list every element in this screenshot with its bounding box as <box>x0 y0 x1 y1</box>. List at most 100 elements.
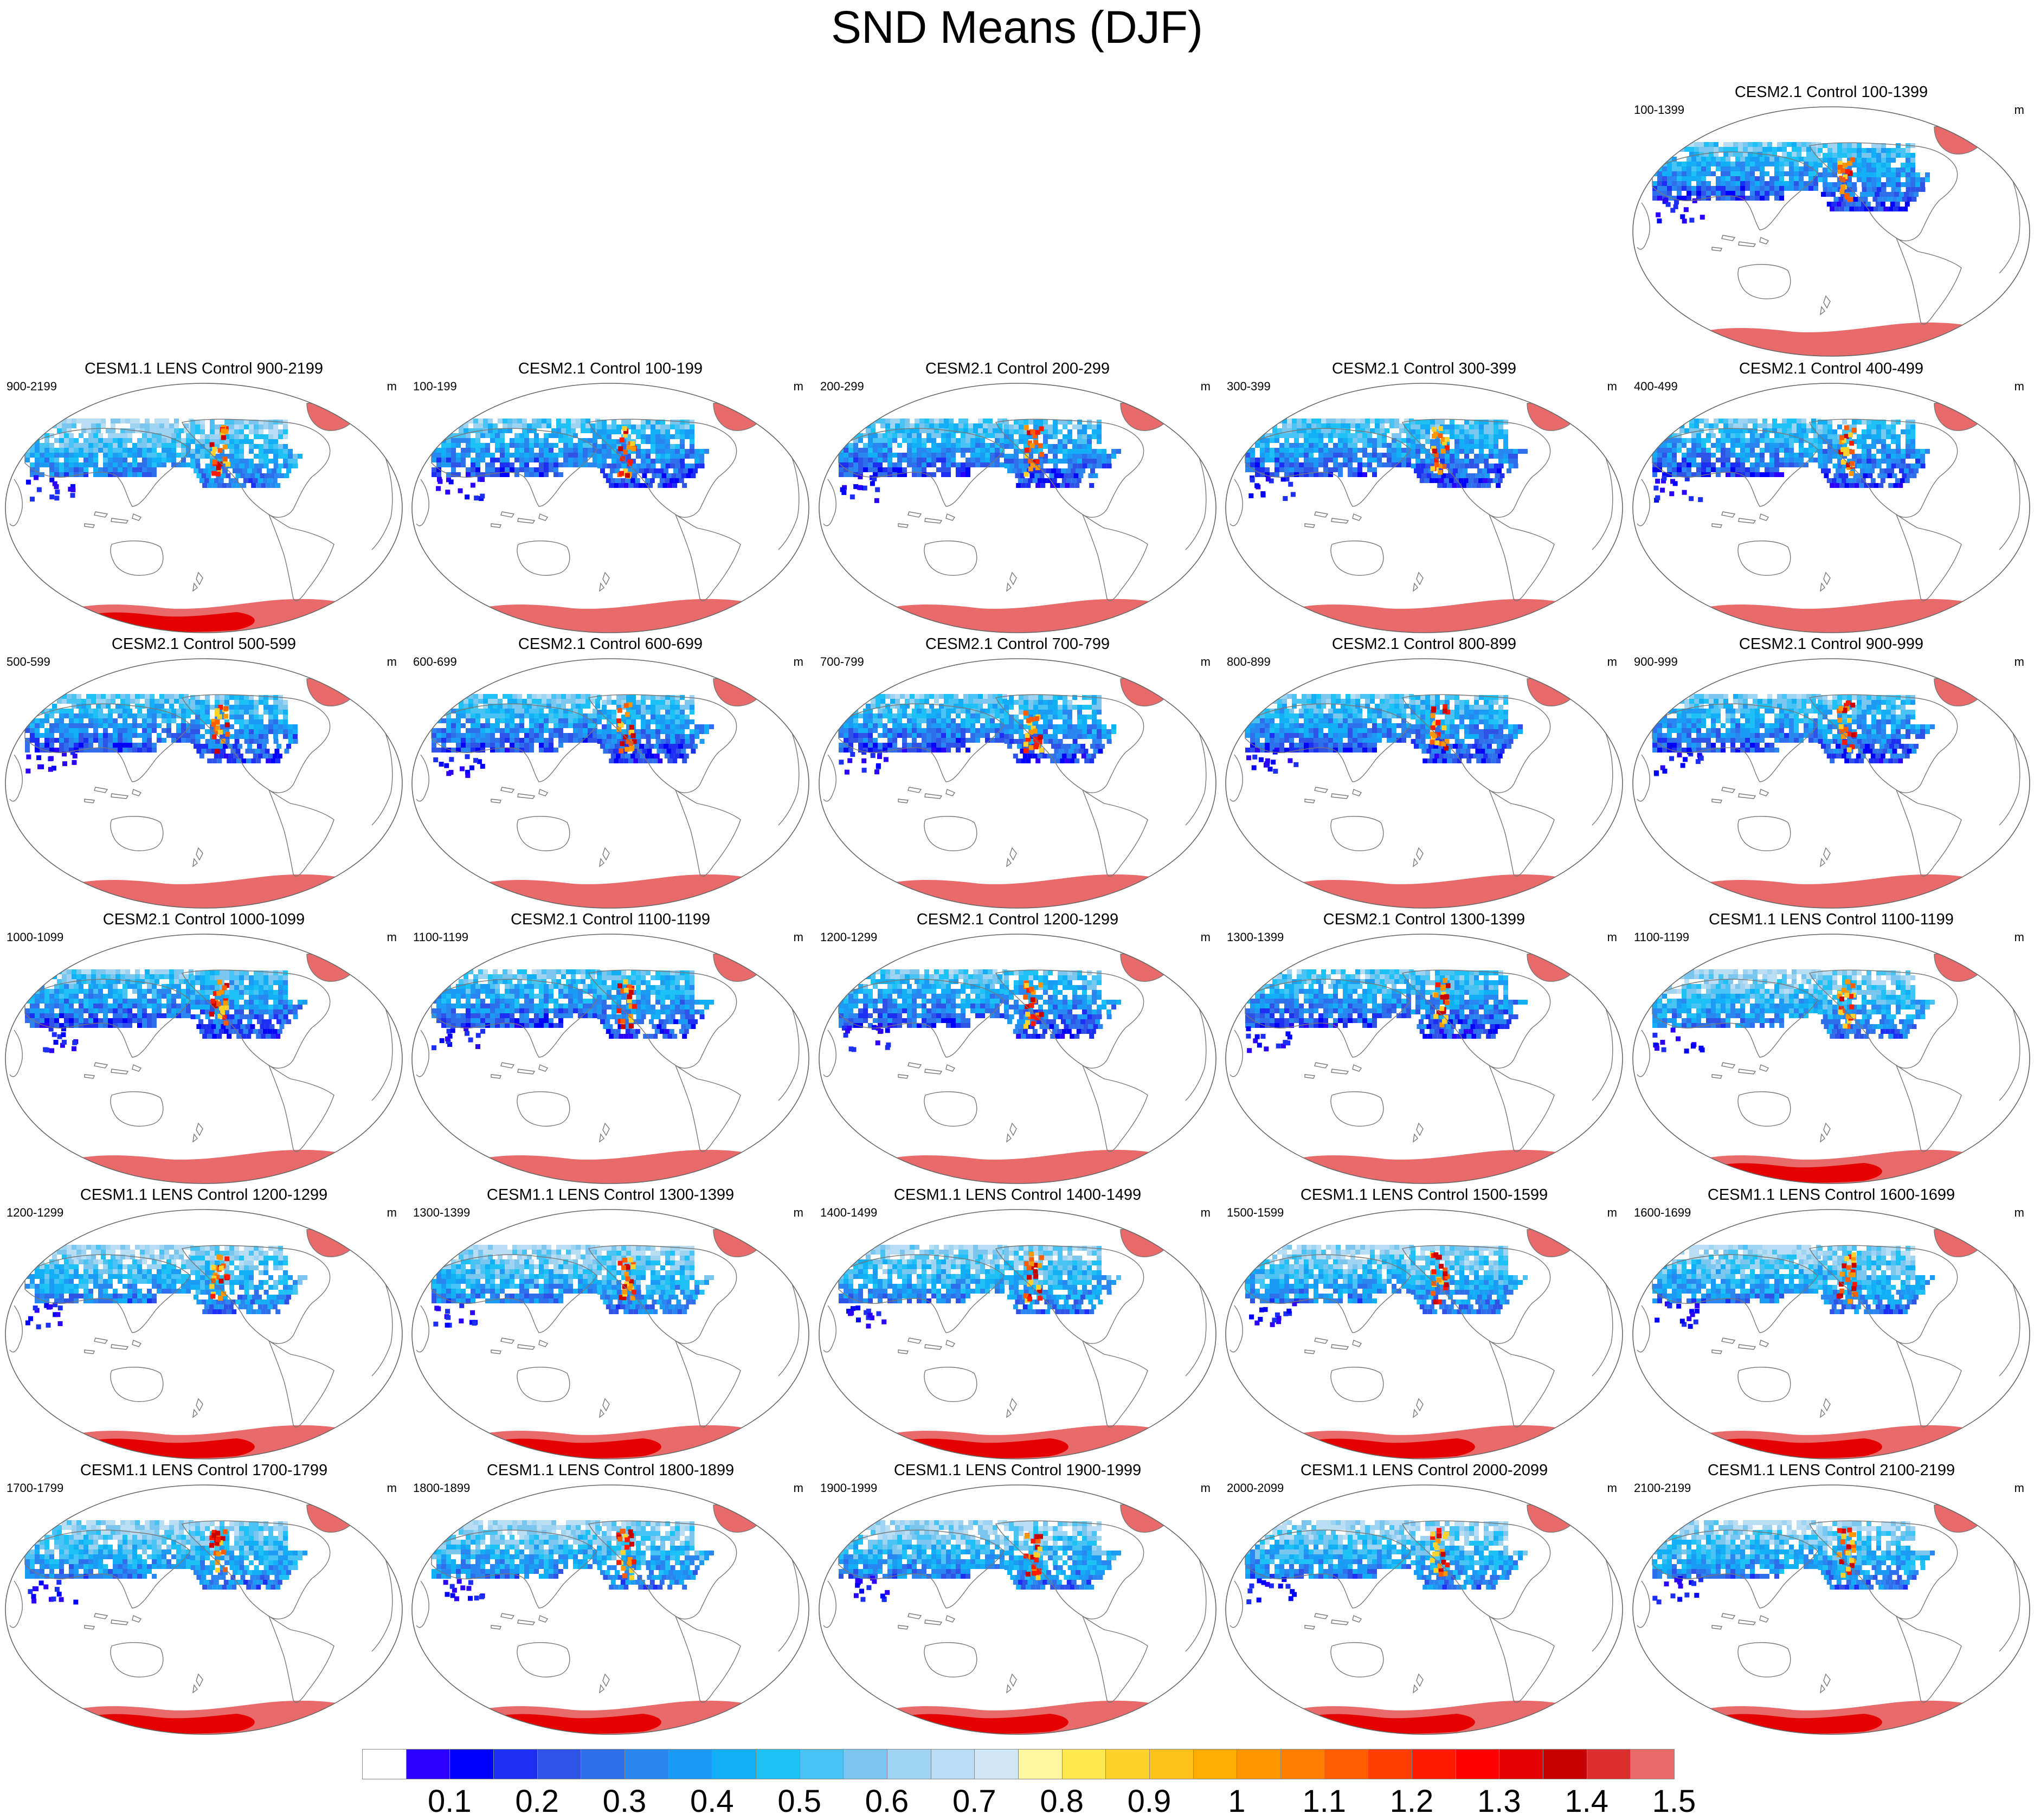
snow-cell <box>485 462 490 467</box>
snow-cell <box>1667 191 1672 196</box>
snow-cell <box>1706 162 1711 166</box>
snow-cell <box>985 433 990 438</box>
snow-cell <box>1401 438 1406 443</box>
snow-cell <box>1846 202 1851 207</box>
snow-cell <box>534 438 539 443</box>
snow-cell <box>1092 449 1097 454</box>
snow-cell <box>566 423 571 428</box>
snow-cell <box>91 694 96 699</box>
snow-cell <box>602 715 607 719</box>
snow-cell <box>853 467 858 472</box>
snow-cell <box>137 748 142 753</box>
snow-cell <box>1750 196 1755 201</box>
snow-cell <box>563 718 568 723</box>
snow-cell <box>479 496 484 501</box>
snow-cell <box>229 434 234 439</box>
snow-cell <box>1891 148 1896 153</box>
snow-cell <box>1774 157 1779 162</box>
snow-cell <box>1906 464 1911 468</box>
snow-cell <box>612 459 616 464</box>
snow-cell <box>1430 464 1436 468</box>
snow-cell <box>1838 197 1844 202</box>
snow-cell <box>542 419 546 423</box>
snow-cell <box>680 454 685 459</box>
snow-cell <box>456 723 461 728</box>
snow-cell <box>626 695 631 700</box>
snow-cell <box>1343 462 1348 467</box>
snow-cell <box>1898 207 1903 211</box>
snow-cell <box>537 699 542 704</box>
coastline <box>588 419 737 518</box>
snow-cell <box>1426 473 1432 478</box>
snow-cell <box>1328 453 1333 458</box>
snow-cell <box>215 700 220 705</box>
snow-cell <box>1024 444 1028 449</box>
snow-cell <box>44 458 49 462</box>
snow-cell <box>670 695 675 700</box>
snow-cell <box>1435 449 1440 454</box>
snow-cell <box>941 458 946 462</box>
snow-cell <box>675 719 680 724</box>
snow-cell <box>1839 189 1845 195</box>
snow-cell <box>607 734 612 739</box>
snow-cell <box>878 438 883 443</box>
snow-cell <box>512 419 517 423</box>
snow-cell <box>25 728 30 733</box>
snow-cell <box>1711 171 1716 176</box>
snow-cell <box>1652 472 1657 477</box>
snow-cell <box>632 473 638 478</box>
snow-cell <box>1309 443 1314 448</box>
snow-cell <box>1892 473 1897 478</box>
snow-cell <box>873 472 878 477</box>
snow-cell <box>510 467 514 472</box>
snow-cell <box>446 443 451 448</box>
snow-cell <box>1479 459 1484 464</box>
snow-cell <box>1331 423 1336 428</box>
snow-cell <box>1840 177 1846 182</box>
snow-cell <box>1784 162 1789 166</box>
snow-cell <box>1906 449 1910 454</box>
snow-cell <box>451 453 456 458</box>
snow-cell <box>583 443 588 448</box>
snow-cell <box>1046 468 1051 473</box>
snow-cell <box>67 694 72 699</box>
snow-cell <box>93 713 98 718</box>
snow-cell <box>517 699 522 704</box>
snow-cell <box>432 467 436 472</box>
antarctica-ice <box>1696 599 1978 633</box>
snow-cell <box>239 434 244 439</box>
snow-cell <box>1377 453 1382 458</box>
snow-cell <box>1818 454 1823 459</box>
snow-cell <box>1865 202 1871 207</box>
snow-cell <box>593 448 597 453</box>
snow-cell <box>1255 458 1260 462</box>
snow-cell <box>1765 433 1769 438</box>
snow-cell <box>1333 448 1338 453</box>
snow-cell <box>1896 182 1901 187</box>
snow-cell <box>1823 459 1827 464</box>
snow-cell <box>1445 429 1450 434</box>
snow-cell <box>880 694 885 699</box>
snow-cell <box>568 458 573 462</box>
snow-cell <box>995 462 1000 467</box>
snow-cell <box>456 718 461 723</box>
snow-cell <box>1740 196 1745 201</box>
snow-cell <box>471 748 475 753</box>
coastline <box>268 789 334 877</box>
snow-cell <box>256 758 261 763</box>
snow-cell <box>239 729 244 734</box>
snow-cell <box>1876 464 1882 468</box>
snow-cell <box>593 723 597 728</box>
snow-cell <box>199 754 204 758</box>
snow-cell <box>1706 448 1711 453</box>
snow-cell <box>514 438 519 443</box>
snow-cell <box>147 438 152 443</box>
snow-cell <box>1080 468 1085 473</box>
snow-cell <box>1092 429 1097 434</box>
snow-cell <box>210 739 215 744</box>
snow-cell <box>919 428 924 433</box>
snow-cell <box>926 438 931 443</box>
snow-cell <box>1056 468 1061 473</box>
snow-cell <box>1038 429 1043 434</box>
snow-cell <box>244 729 249 734</box>
